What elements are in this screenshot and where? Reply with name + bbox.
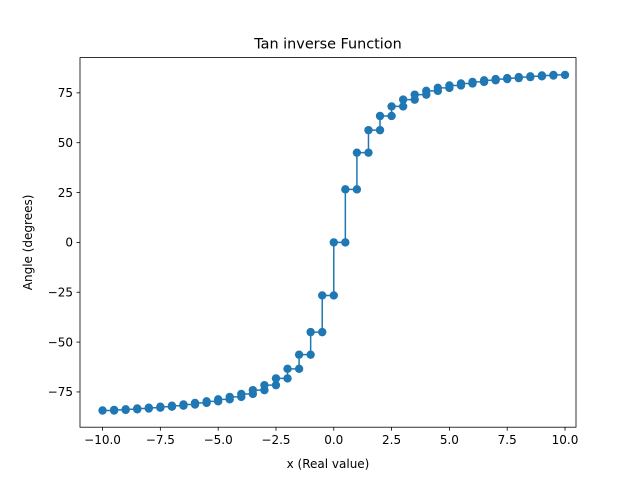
y-tick-label: −75 <box>48 385 73 399</box>
data-point <box>248 385 258 395</box>
data-point <box>329 291 338 300</box>
data-point <box>271 374 281 383</box>
x-tick-label: 0.0 <box>324 433 343 447</box>
data-point <box>237 389 246 399</box>
data-point <box>318 327 327 337</box>
data-point <box>144 403 153 412</box>
x-tick-label: −10.0 <box>84 433 121 447</box>
data-point <box>514 72 523 82</box>
data-point <box>364 148 373 157</box>
y-axis: −75 −50 −25 0 25 50 75 <box>48 86 80 399</box>
data-point <box>433 83 443 93</box>
data-point <box>318 291 327 300</box>
data-point <box>549 70 558 80</box>
data-point <box>341 185 350 194</box>
data-point <box>410 90 419 99</box>
data-point <box>387 111 396 121</box>
data-point <box>133 404 142 413</box>
data-point <box>352 185 362 194</box>
y-axis-label: Angle (degrees) <box>21 195 35 291</box>
x-tick-label: 5.0 <box>440 433 459 447</box>
x-tick-label: 2.5 <box>382 433 401 447</box>
data-point <box>329 238 338 247</box>
x-axis-label: x (Real value) <box>287 457 370 471</box>
data-point <box>98 406 107 415</box>
data-point <box>294 350 304 359</box>
data-point <box>503 73 512 83</box>
data-point <box>306 327 315 337</box>
x-tick-label: 10.0 <box>552 433 579 447</box>
x-tick-label: 7.5 <box>498 433 517 447</box>
data-point <box>398 102 408 111</box>
data-point <box>225 392 234 402</box>
data-point <box>283 364 292 374</box>
data-point <box>190 398 200 408</box>
data-point <box>479 76 489 85</box>
data-point <box>109 405 119 415</box>
data-point <box>375 125 385 135</box>
data-point <box>352 148 362 157</box>
data-point <box>179 400 188 409</box>
data-point <box>468 77 477 87</box>
x-tick-label: −7.5 <box>146 433 175 447</box>
data-point <box>364 125 373 135</box>
data-point <box>526 72 535 81</box>
data-point <box>375 111 385 121</box>
data-point <box>121 405 130 414</box>
y-tick-label: −50 <box>48 335 73 349</box>
data-point <box>202 397 211 406</box>
x-tick-label: −5.0 <box>204 433 233 447</box>
plot-layer <box>98 70 570 415</box>
x-axis: −10.0 −7.5 −5.0 −2.5 0.0 2.5 5.0 7.5 10.0 <box>84 427 578 447</box>
data-point <box>306 350 315 359</box>
data-point <box>537 71 547 80</box>
data-point <box>560 70 570 80</box>
data-point <box>456 79 466 88</box>
data-point <box>387 102 396 111</box>
chart-title: Tan inverse Function <box>253 37 401 53</box>
y-tick-label: 50 <box>58 136 73 150</box>
x-tick-label: −2.5 <box>261 433 290 447</box>
data-point <box>167 401 177 410</box>
y-tick-label: 25 <box>58 186 73 200</box>
data-point <box>294 364 304 374</box>
data-point <box>283 374 292 383</box>
y-tick-label: −25 <box>48 285 73 299</box>
data-point <box>422 86 431 96</box>
data-point <box>271 380 281 390</box>
y-tick-label: 0 <box>65 236 73 250</box>
data-point <box>213 395 223 404</box>
data-point <box>341 238 350 247</box>
data-point <box>445 81 454 90</box>
data-point <box>260 380 269 390</box>
data-point <box>491 74 500 84</box>
data-point <box>156 402 165 411</box>
y-tick-label: 75 <box>58 86 73 100</box>
data-point <box>398 95 408 104</box>
